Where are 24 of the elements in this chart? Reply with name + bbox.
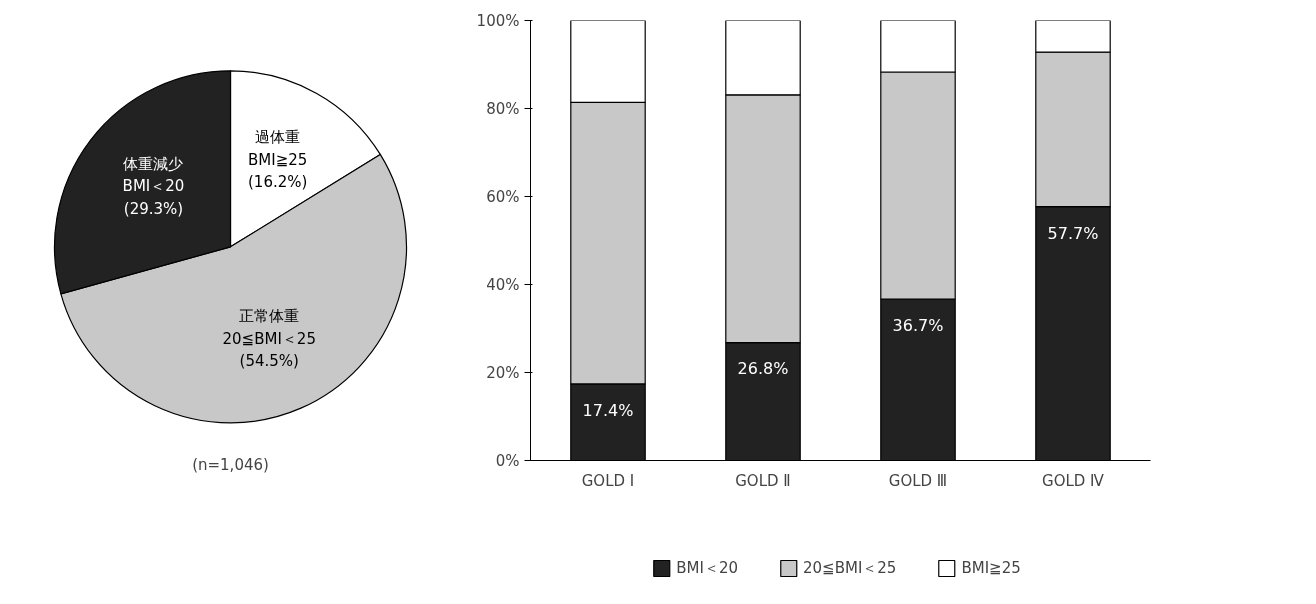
x-tick-label: GOLD Ⅰ — [581, 471, 635, 490]
y-tick-label: 80% — [486, 99, 520, 118]
data-label: 57.7% — [1047, 223, 1099, 243]
slice-label: 過体重 BMI≧25 — [248, 128, 308, 169]
data-label: 17.4% — [582, 400, 634, 420]
data-label: 26.8% — [737, 359, 789, 379]
data-label: 36.7% — [892, 315, 944, 335]
data-label: (29.3%) — [123, 199, 184, 218]
legend-label: 20≦BMI＜25 — [803, 558, 897, 578]
text: (n=1,046) — [192, 456, 269, 475]
x-tick-label: GOLD Ⅱ — [735, 471, 791, 490]
y-tick-label: 20% — [486, 363, 520, 382]
slice-label: 体重減少 BMI＜20 — [122, 154, 185, 196]
slice-label: 正常体重 20≦BMI＜25 — [222, 307, 316, 348]
x-tick-label: GOLD Ⅳ — [1042, 471, 1105, 490]
legend-label: BMI≧25 — [961, 559, 1021, 577]
y-tick-label: 0% — [495, 451, 520, 470]
data-label: (54.5%) — [239, 352, 299, 371]
x-tick-label: GOLD Ⅲ — [888, 471, 948, 490]
y-tick-label: 100% — [476, 11, 520, 30]
legend-label: BMI＜20 — [676, 558, 739, 578]
y-tick-label: 60% — [486, 187, 520, 206]
data-label: (16.2%) — [247, 173, 308, 192]
y-tick-label: 40% — [486, 275, 520, 294]
